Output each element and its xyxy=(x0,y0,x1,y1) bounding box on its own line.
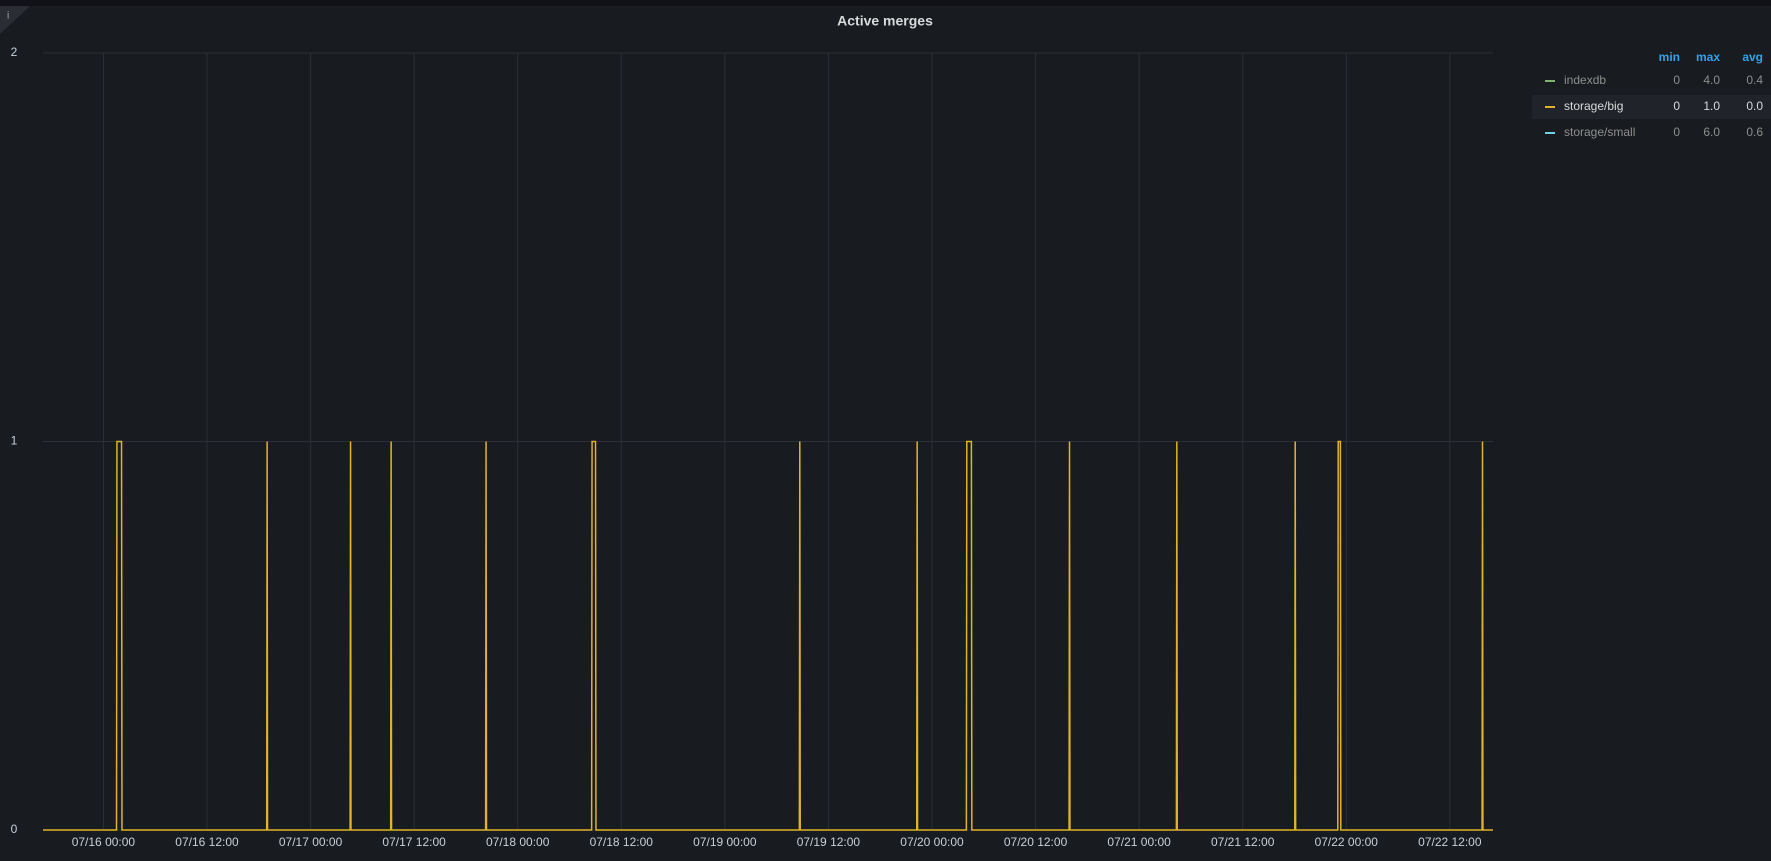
legend-row-highlight xyxy=(1532,95,1771,119)
legend-label[interactable]: storage/big xyxy=(1564,99,1623,113)
legend-avg: 0.0 xyxy=(1746,99,1763,113)
legend-label[interactable]: indexdb xyxy=(1564,73,1606,87)
x-tick-label: 07/16 12:00 xyxy=(175,835,239,849)
info-corner[interactable] xyxy=(0,6,30,34)
x-tick-label: 07/17 12:00 xyxy=(382,835,446,849)
legend-label[interactable]: storage/small xyxy=(1564,125,1635,139)
x-tick-label: 07/22 00:00 xyxy=(1315,835,1379,849)
x-tick-label: 07/21 12:00 xyxy=(1211,835,1275,849)
legend-column-header[interactable]: avg xyxy=(1742,50,1763,64)
legend-column-header[interactable]: max xyxy=(1696,50,1720,64)
series-line xyxy=(43,440,1493,831)
x-tick-label: 07/18 00:00 xyxy=(486,835,550,849)
y-tick-label: 0 xyxy=(11,822,18,836)
x-tick-label: 07/19 00:00 xyxy=(693,835,757,849)
x-tick-label: 07/22 12:00 xyxy=(1418,835,1482,849)
x-tick-label: 07/21 00:00 xyxy=(1107,835,1171,849)
x-tick-label: 07/16 00:00 xyxy=(72,835,136,849)
legend-min: 0 xyxy=(1673,73,1680,87)
legend-min: 0 xyxy=(1673,125,1680,139)
legend-avg: 0.6 xyxy=(1746,125,1763,139)
x-tick-label: 07/20 12:00 xyxy=(1004,835,1068,849)
x-tick-label: 07/20 00:00 xyxy=(900,835,964,849)
legend-column-header[interactable]: min xyxy=(1659,50,1680,64)
x-tick-label: 07/19 12:00 xyxy=(797,835,861,849)
legend-max: 6.0 xyxy=(1703,125,1720,139)
y-tick-label: 1 xyxy=(11,434,18,448)
y-tick-label: 2 xyxy=(11,45,18,59)
legend-min: 0 xyxy=(1673,99,1680,113)
chart-title: Active merges xyxy=(837,13,933,29)
legend-max: 4.0 xyxy=(1703,73,1720,87)
x-tick-label: 07/17 00:00 xyxy=(279,835,343,849)
legend-avg: 0.4 xyxy=(1746,73,1763,87)
panel-background xyxy=(0,6,1771,861)
legend-max: 1.0 xyxy=(1703,99,1720,113)
x-tick-label: 07/18 12:00 xyxy=(590,835,654,849)
info-icon[interactable]: i xyxy=(7,11,9,22)
